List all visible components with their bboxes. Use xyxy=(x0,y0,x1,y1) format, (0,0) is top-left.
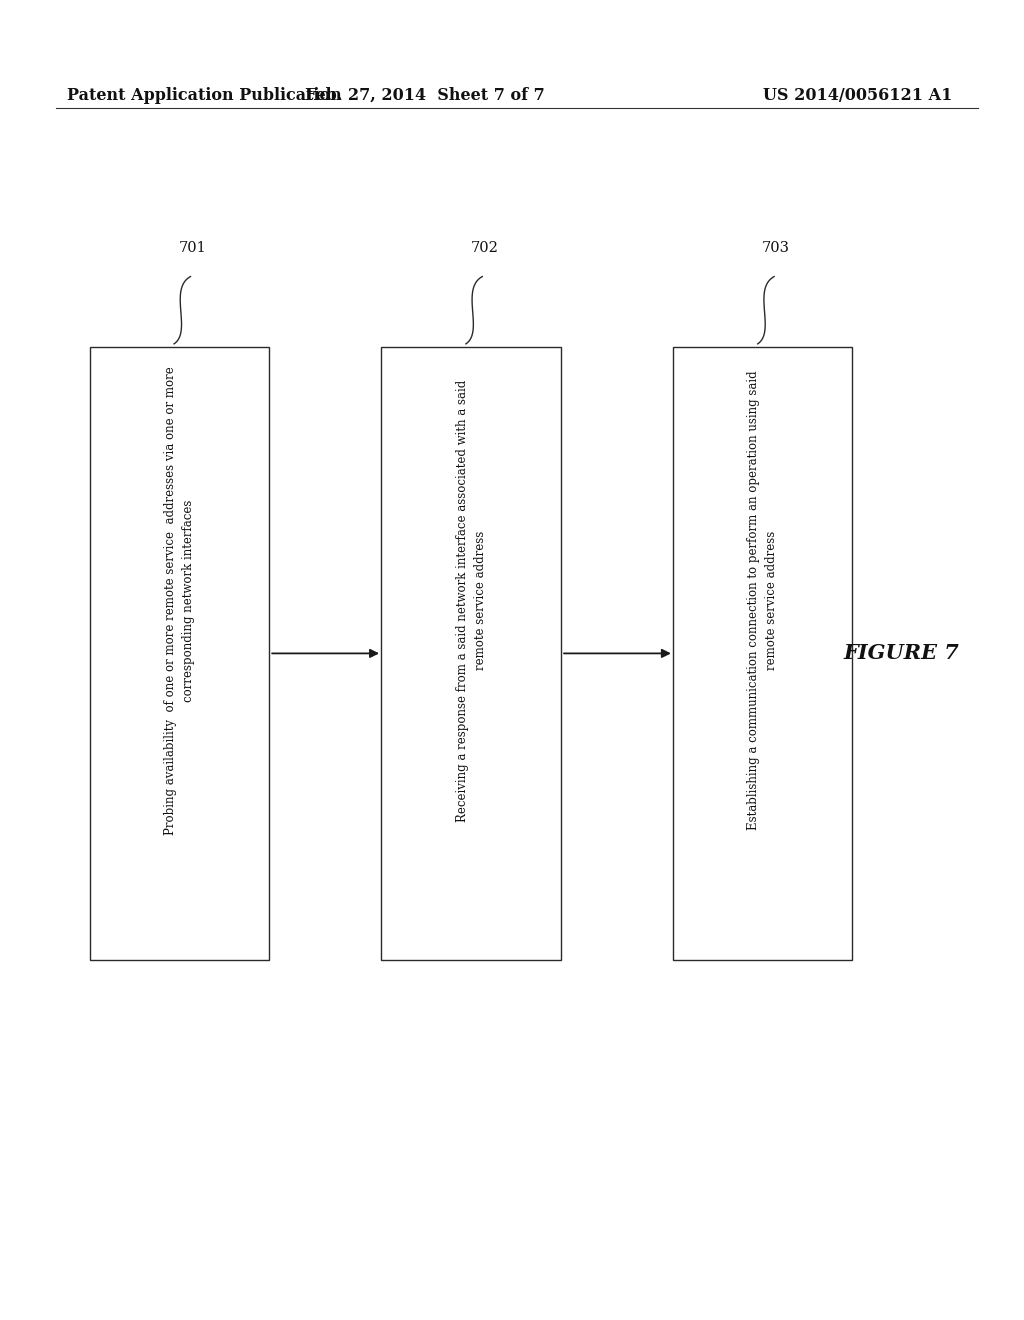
Text: 703: 703 xyxy=(762,240,791,255)
Bar xyxy=(90,346,268,961)
Text: Receiving a response from a said network interface associated with a said
remote: Receiving a response from a said network… xyxy=(456,379,486,822)
Text: Feb. 27, 2014  Sheet 7 of 7: Feb. 27, 2014 Sheet 7 of 7 xyxy=(305,87,545,103)
Text: 701: 701 xyxy=(178,240,207,255)
Text: Patent Application Publication: Patent Application Publication xyxy=(67,87,341,103)
Text: Probing availability  of one or more remote service  addresses via one or more
c: Probing availability of one or more remo… xyxy=(164,366,195,836)
Text: Establishing a communication connection to perform an operation using said
remot: Establishing a communication connection … xyxy=(748,371,778,830)
Bar xyxy=(382,346,561,961)
Text: FIGURE 7: FIGURE 7 xyxy=(843,643,959,664)
Bar xyxy=(674,346,852,961)
Text: US 2014/0056121 A1: US 2014/0056121 A1 xyxy=(763,87,952,103)
Text: 702: 702 xyxy=(470,240,499,255)
